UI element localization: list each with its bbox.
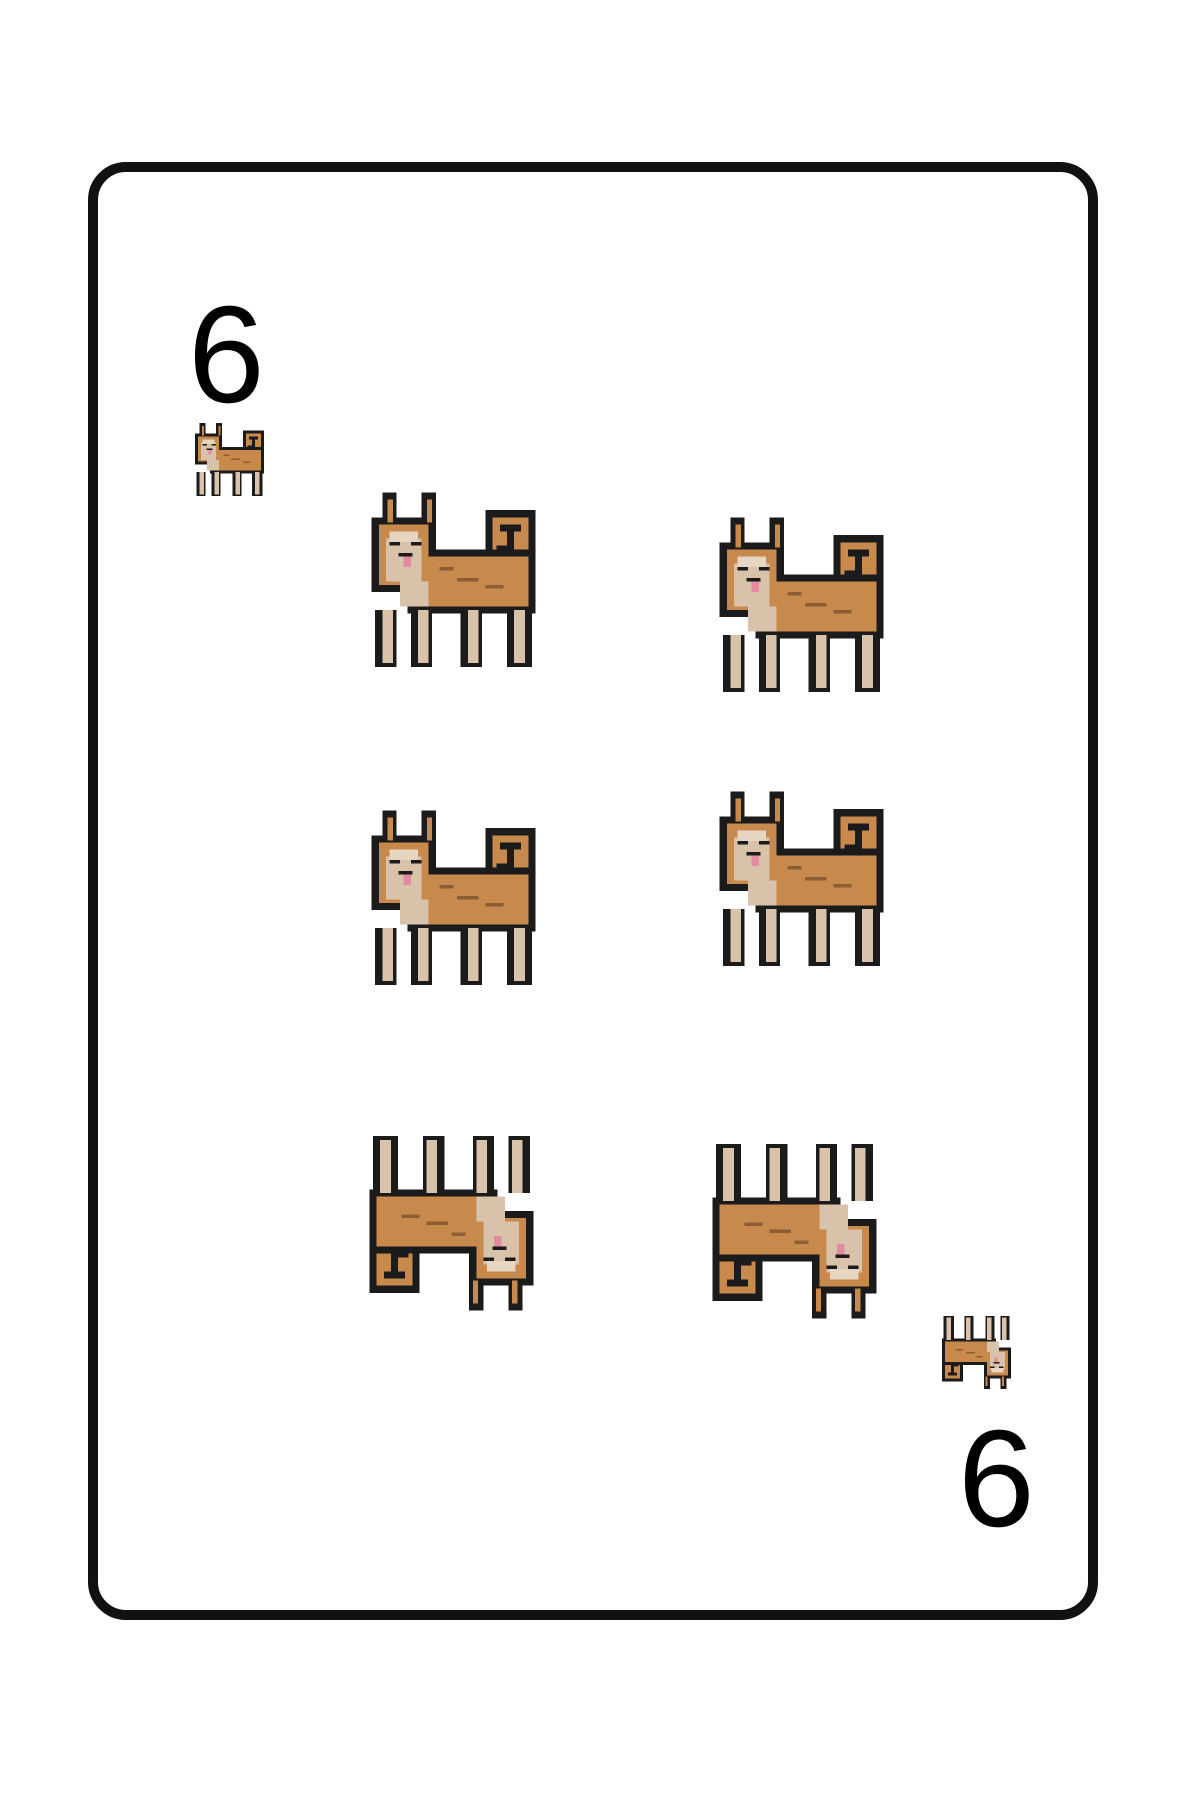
dog-pip-5-inverted-icon (366, 1129, 544, 1325)
dog-pip-3-icon (361, 796, 539, 992)
bottom-right-suit-dog-icon (939, 1313, 1017, 1395)
dog-pip-4-icon (709, 777, 887, 973)
dog-pip-6-inverted-icon (709, 1137, 887, 1333)
top-left-suit-dog-icon (189, 417, 267, 499)
dog-pip-2-icon (709, 503, 887, 699)
card-rank-bottom-right: 6 (958, 1402, 1035, 1556)
card-rank-top-left: 6 (188, 278, 265, 432)
playing-card (88, 162, 1098, 1620)
dog-pip-1-icon (361, 478, 539, 674)
